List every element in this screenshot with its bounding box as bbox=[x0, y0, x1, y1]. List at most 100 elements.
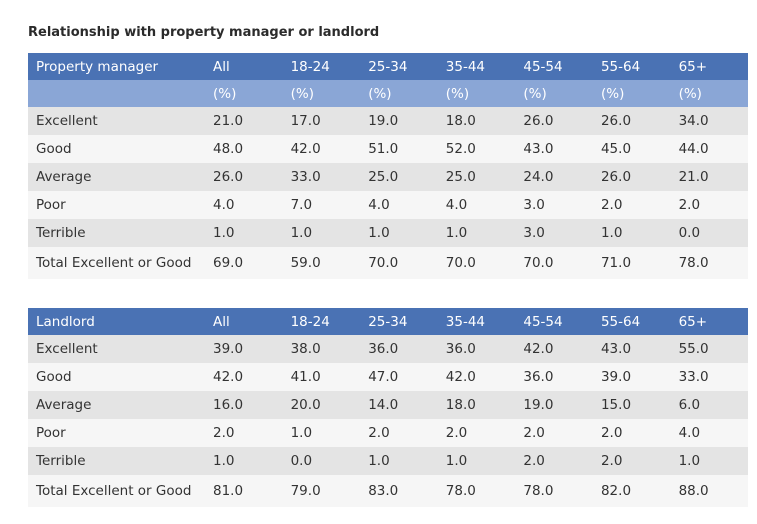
table-cell: 4.0 bbox=[360, 191, 438, 219]
table-cell: 70.0 bbox=[360, 247, 438, 279]
table-cell: 1.0 bbox=[360, 219, 438, 247]
table-cell: 1.0 bbox=[437, 219, 516, 247]
table-cell: 55.0 bbox=[670, 335, 749, 363]
table-row: Excellent 39.0 38.0 36.0 36.0 42.0 43.0 55.0 bbox=[28, 335, 749, 363]
table-cell: 0.0 bbox=[282, 447, 361, 475]
table-cell: 1.0 bbox=[670, 447, 749, 475]
table-cell: 1.0 bbox=[205, 219, 283, 247]
column-header: 55-64 bbox=[592, 53, 671, 80]
table-cell: 42.0 bbox=[437, 363, 516, 391]
table-cell: 17.0 bbox=[282, 107, 361, 135]
row-label: Average bbox=[28, 163, 205, 191]
page-title: Relationship with property manager or la… bbox=[28, 25, 380, 40]
table-cell: 4.0 bbox=[670, 419, 749, 447]
table-row: Terrible 1.0 0.0 1.0 1.0 2.0 2.0 1.0 bbox=[28, 447, 749, 475]
column-header: 65+ bbox=[670, 308, 749, 335]
table-row: Terrible 1.0 1.0 1.0 1.0 3.0 1.0 0.0 bbox=[28, 219, 749, 247]
table-cell: 78.0 bbox=[515, 475, 593, 507]
table-row: Average 26.0 33.0 25.0 25.0 24.0 26.0 21.0 bbox=[28, 163, 749, 191]
row-label: Average bbox=[28, 391, 205, 419]
table-cell: 1.0 bbox=[592, 219, 671, 247]
table-cell: 4.0 bbox=[205, 191, 283, 219]
column-header: 35-44 bbox=[437, 53, 516, 80]
table-cell: 2.0 bbox=[205, 419, 283, 447]
table-cell: 26.0 bbox=[205, 163, 283, 191]
unit-blank bbox=[28, 80, 205, 107]
table-cell: 15.0 bbox=[592, 391, 671, 419]
table-cell: 21.0 bbox=[670, 163, 749, 191]
row-label: Poor bbox=[28, 191, 205, 219]
table-cell: 6.0 bbox=[670, 391, 749, 419]
row-label: Excellent bbox=[28, 107, 205, 135]
table-cell: 70.0 bbox=[515, 247, 593, 279]
table-cell: 2.0 bbox=[515, 419, 593, 447]
table-cell: 2.0 bbox=[592, 447, 671, 475]
row-label: Good bbox=[28, 363, 205, 391]
unit-label: (%) bbox=[592, 80, 671, 107]
table-cell: 88.0 bbox=[670, 475, 749, 507]
table-row: Good 48.0 42.0 51.0 52.0 43.0 45.0 44.0 bbox=[28, 135, 749, 163]
row-label: Total Excellent or Good bbox=[28, 247, 205, 279]
column-header: All bbox=[205, 53, 283, 80]
table-cell: 2.0 bbox=[592, 419, 671, 447]
table-cell: 14.0 bbox=[360, 391, 438, 419]
column-header: 45-54 bbox=[515, 53, 593, 80]
table-cell: 38.0 bbox=[282, 335, 361, 363]
column-header: 25-34 bbox=[360, 308, 438, 335]
table-cell: 1.0 bbox=[282, 219, 361, 247]
table-cell: 26.0 bbox=[592, 163, 671, 191]
unit-label: (%) bbox=[205, 80, 283, 107]
table-cell: 20.0 bbox=[282, 391, 361, 419]
table-cell: 42.0 bbox=[282, 135, 361, 163]
column-header: 45-54 bbox=[515, 308, 593, 335]
table-row: Average 16.0 20.0 14.0 18.0 19.0 15.0 6.0 bbox=[28, 391, 749, 419]
table-cell: 36.0 bbox=[360, 335, 438, 363]
column-header: 55-64 bbox=[592, 308, 671, 335]
landlord-table: Landlord All 18-24 25-34 35-44 45-54 55-… bbox=[28, 308, 749, 507]
table-cell: 3.0 bbox=[515, 191, 593, 219]
table-row: Excellent 21.0 17.0 19.0 18.0 26.0 26.0 34.0 bbox=[28, 107, 749, 135]
table-cell: 82.0 bbox=[592, 475, 671, 507]
table-cell: 33.0 bbox=[670, 363, 749, 391]
table-cell: 0.0 bbox=[670, 219, 749, 247]
table-cell: 36.0 bbox=[437, 335, 516, 363]
property-manager-table: Property manager All 18-24 25-34 35-44 4… bbox=[28, 53, 749, 279]
table-cell: 43.0 bbox=[515, 135, 593, 163]
table-cell: 43.0 bbox=[592, 335, 671, 363]
table-cell: 1.0 bbox=[360, 447, 438, 475]
table-cell: 48.0 bbox=[205, 135, 283, 163]
unit-row: (%) (%) (%) (%) (%) (%) (%) bbox=[28, 80, 749, 107]
table-cell: 33.0 bbox=[282, 163, 361, 191]
table-cell: 83.0 bbox=[360, 475, 438, 507]
table-cell: 34.0 bbox=[670, 107, 749, 135]
table-cell: 1.0 bbox=[282, 419, 361, 447]
column-header: 35-44 bbox=[437, 308, 516, 335]
header-row: Property manager All 18-24 25-34 35-44 4… bbox=[28, 53, 749, 80]
table-cell: 2.0 bbox=[515, 447, 593, 475]
table-cell: 25.0 bbox=[437, 163, 516, 191]
row-label: Good bbox=[28, 135, 205, 163]
unit-label: (%) bbox=[282, 80, 361, 107]
table-cell: 59.0 bbox=[282, 247, 361, 279]
table-cell: 69.0 bbox=[205, 247, 283, 279]
table-cell: 2.0 bbox=[360, 419, 438, 447]
table-cell: 19.0 bbox=[360, 107, 438, 135]
table-cell: 2.0 bbox=[437, 419, 516, 447]
table-cell: 71.0 bbox=[592, 247, 671, 279]
table-cell: 21.0 bbox=[205, 107, 283, 135]
header-row: Landlord All 18-24 25-34 35-44 45-54 55-… bbox=[28, 308, 749, 335]
table-cell: 78.0 bbox=[670, 247, 749, 279]
table-row: Good 42.0 41.0 47.0 42.0 36.0 39.0 33.0 bbox=[28, 363, 749, 391]
column-header: 18-24 bbox=[282, 308, 361, 335]
unit-label: (%) bbox=[437, 80, 516, 107]
row-label: Total Excellent or Good bbox=[28, 475, 205, 507]
unit-label: (%) bbox=[515, 80, 593, 107]
table-cell: 42.0 bbox=[515, 335, 593, 363]
row-label: Excellent bbox=[28, 335, 205, 363]
column-header: 18-24 bbox=[282, 53, 361, 80]
table-cell: 4.0 bbox=[437, 191, 516, 219]
table-cell: 18.0 bbox=[437, 391, 516, 419]
table-cell: 1.0 bbox=[437, 447, 516, 475]
table-row: Total Excellent or Good 81.0 79.0 83.0 78.0 7… bbox=[28, 475, 749, 507]
table-cell: 51.0 bbox=[360, 135, 438, 163]
